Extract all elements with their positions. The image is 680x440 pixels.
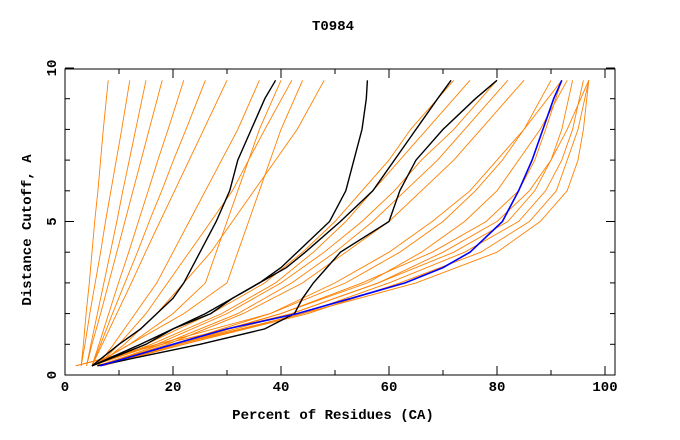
orange-series-line-7 bbox=[97, 80, 260, 367]
y-axis-label: Distance Cutoff, A bbox=[20, 154, 36, 306]
orange-series-line-25 bbox=[97, 80, 590, 367]
orange-series-line-13 bbox=[91, 80, 471, 367]
orange-series-line-8 bbox=[97, 80, 293, 367]
orange-series-line-10 bbox=[91, 80, 282, 367]
y-tick-label: 10 bbox=[45, 60, 61, 77]
series-lines bbox=[75, 79, 590, 367]
orange-series-line-16 bbox=[97, 80, 525, 367]
orange-series-line-9 bbox=[97, 80, 325, 367]
orange-series-line-23 bbox=[75, 80, 590, 367]
chart-title: T0984 bbox=[312, 19, 354, 35]
orange-series-line-3 bbox=[86, 80, 163, 366]
x-tick-label: 100 bbox=[592, 380, 617, 396]
orange-series-line-11 bbox=[91, 80, 304, 367]
black-series-line-1 bbox=[91, 80, 369, 367]
orange-series-line-0 bbox=[80, 80, 109, 366]
black-series-line-3 bbox=[97, 79, 498, 367]
black-series-line-2 bbox=[91, 79, 452, 367]
orange-series-line-15 bbox=[97, 80, 509, 367]
orange-series-line-19 bbox=[97, 80, 584, 367]
x-tick-label: 60 bbox=[381, 380, 398, 396]
orange-series-line-12 bbox=[91, 80, 455, 367]
orange-series-line-2 bbox=[86, 80, 147, 366]
orange-series-line-6 bbox=[91, 80, 228, 366]
blue-series-line bbox=[99, 79, 563, 367]
y-tick-label: 0 bbox=[45, 371, 61, 379]
orange-series-line-18 bbox=[97, 80, 574, 367]
orange-series-line-4 bbox=[91, 80, 185, 366]
axis-ticks: 0 20 40 60 80 100 0 5 10 bbox=[45, 60, 618, 396]
orange-series-line-20 bbox=[102, 80, 590, 367]
y-tick-label: 5 bbox=[45, 217, 61, 225]
x-tick-label: 0 bbox=[61, 380, 69, 396]
orange-series-line-24 bbox=[75, 80, 563, 367]
x-tick-label: 80 bbox=[489, 380, 506, 396]
orange-series-line-22 bbox=[97, 80, 552, 367]
x-tick-label: 20 bbox=[165, 380, 182, 396]
x-tick-label: 40 bbox=[273, 380, 290, 396]
orange-series-line-1 bbox=[80, 80, 131, 366]
orange-series-line-14 bbox=[91, 80, 498, 367]
orange-series-line-5 bbox=[91, 80, 206, 366]
black-series-line-0 bbox=[91, 79, 277, 367]
x-axis-label: Percent of Residues (CA) bbox=[232, 408, 434, 424]
